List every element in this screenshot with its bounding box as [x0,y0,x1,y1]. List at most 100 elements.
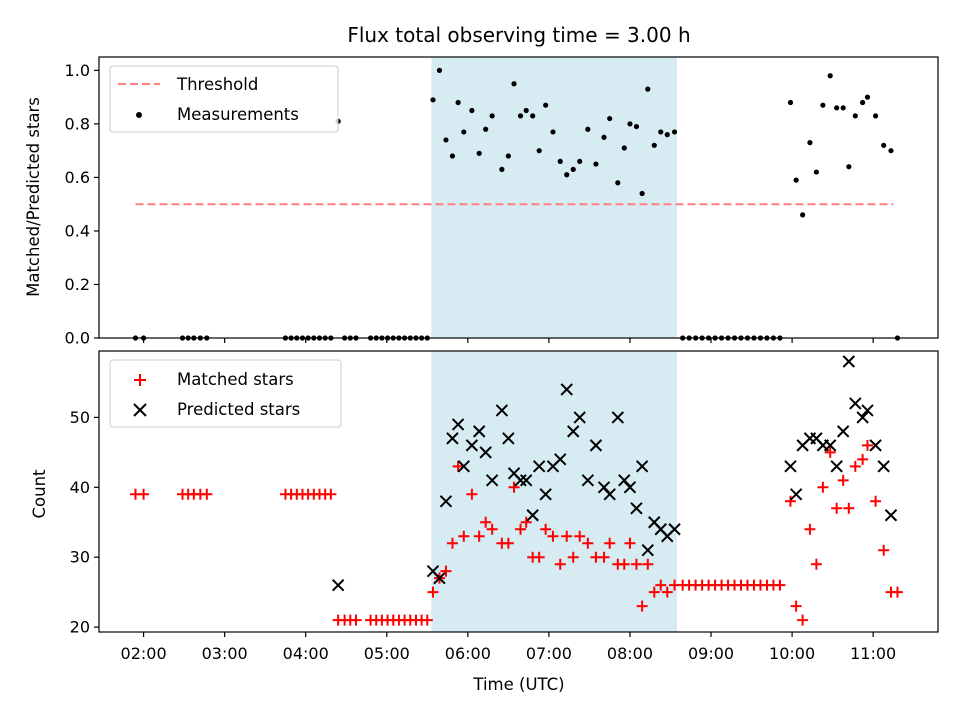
predicted-star-point [560,383,573,396]
predicted-star-point [623,481,637,494]
predicted-star-point [869,439,882,452]
measurement-point [840,105,846,111]
legend-matched-label: Matched stars [177,370,294,389]
matched-star-point [480,516,492,528]
matched-star-point [661,586,673,598]
predicted-star-point [877,460,890,473]
matched-star-point [817,481,829,493]
measurement-point [615,180,621,186]
measurement-point [664,132,670,138]
x-tick-label: 08:00 [607,644,653,663]
matched-star-point [554,558,566,570]
measurement-point [601,134,607,140]
count-legend: Matched stars Predicted stars [109,359,342,428]
count-ytick-label: 50 [70,408,90,427]
measurement-point [793,177,799,183]
predicted-star-point [611,411,625,424]
predicted-star-point [439,495,453,508]
predicted-star-point [514,474,527,487]
matched-star-point [533,551,545,563]
matched-star-point [797,614,809,626]
matched-star-point [421,614,433,626]
ratio-ytick-label: 1.0 [65,61,90,80]
measurement-point [860,99,866,106]
matched-star-point [466,488,478,500]
measurement-point [436,67,443,73]
matched-star-point [837,474,849,486]
predicted-star-point [836,425,850,438]
predicted-star-point [451,418,465,431]
ratio-ytick-label: 0.4 [65,221,90,240]
measurement-point [517,113,524,119]
measurement-point [557,158,563,164]
predicted-star-point [589,439,603,452]
matched-star-point [567,551,579,563]
predicted-star-point [789,488,803,501]
predicted-star-point [630,502,643,515]
predicted-star-point [567,425,580,438]
measurement-point [449,153,456,159]
chart-title: Flux total observing time = 3.00 h [347,23,690,47]
count-ytick-label: 20 [70,618,90,637]
x-tick-label: 06:00 [445,644,491,663]
matched-star-point [502,537,514,549]
matched-star-point [452,460,464,472]
measurement-point [813,169,820,175]
matched-star-point [624,537,636,549]
predicted-star-point [668,523,681,536]
matched-star-point [201,488,213,500]
predicted-star-point [823,439,837,452]
ratio-y-axis-label: Matched/Predicted stars [24,97,43,297]
x-tick-label: 04:00 [283,644,329,663]
predicted-star-point [884,509,898,522]
measurement-point [872,113,879,119]
matched-star-point [138,488,150,500]
measurement-point [483,126,489,132]
x-axis-label: Time (UTC) [472,675,564,694]
predicted-star-point [856,411,869,424]
matched-star-point [540,523,552,535]
measurement-point [523,107,529,114]
predicted-star-point [472,425,486,438]
matched-star-point [427,586,439,598]
matched-star-point [561,530,573,542]
predicted-star-point [603,488,616,501]
measurement-point [476,150,482,156]
ratio-panel: 0.0 0.2 0.4 0.6 0.8 1.0 Matched/Predicted sta… [24,56,939,348]
predicted-star-point [331,578,345,592]
ratio-ytick-label: 0.8 [65,114,90,133]
legend-predicted-label: Predicted stars [177,400,300,419]
count-ytick-label: 40 [70,478,90,497]
matched-star-point [508,481,520,493]
measurement-point [443,137,449,143]
measurement-point [645,86,651,92]
measurement-point [881,142,887,148]
count-y-axis-label: Count [30,469,49,519]
measurement-point [505,153,511,159]
measurement-point [621,145,627,151]
predicted-star-point [485,474,499,487]
predicted-star-point [519,474,533,487]
x-tick-label: 10:00 [769,644,815,663]
measurement-point [807,140,813,146]
measurement-point [536,148,542,154]
predicted-star-point [641,544,655,557]
matched-star-point [440,565,452,577]
matched-star-point [574,530,586,542]
measurement-point [489,113,495,119]
predicted-star-point [635,460,649,473]
matched-star-point [325,488,337,500]
measurement-point [543,102,549,108]
measurement-point [585,126,591,132]
ratio-ytick-label: 0.0 [65,329,90,348]
measurement-point [550,129,556,135]
measurement-point [564,172,570,178]
legend-measurements-label: Measurements [177,105,299,124]
predicted-star-point [433,571,446,585]
x-tick-label: 11:00 [850,644,896,663]
matched-star-point [891,586,903,598]
measurement-point [787,99,794,106]
matched-star-point [520,516,532,528]
measurement-point [834,105,840,111]
